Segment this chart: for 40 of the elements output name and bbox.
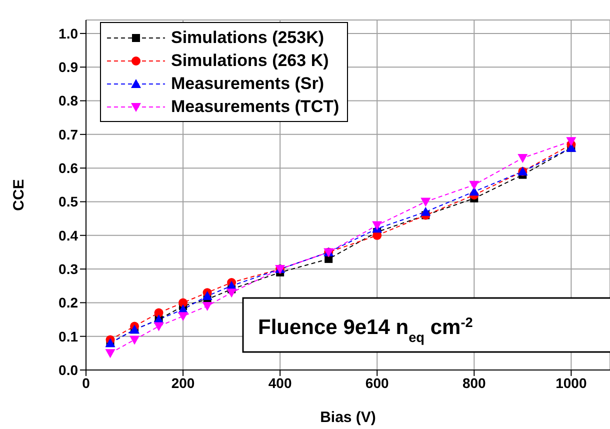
x-axis-title: Bias (V) bbox=[320, 409, 376, 426]
point bbox=[130, 336, 140, 345]
x-tick-label: 0 bbox=[82, 374, 90, 391]
y-tick-label: 0.5 bbox=[58, 194, 78, 210]
point bbox=[202, 290, 212, 300]
y-tick-label: 0.7 bbox=[58, 126, 78, 142]
point bbox=[202, 302, 212, 312]
y-tick-label: 0.0 bbox=[58, 362, 78, 378]
point bbox=[469, 186, 480, 196]
point bbox=[518, 154, 528, 163]
y-tick-label: 0.4 bbox=[58, 227, 78, 244]
point bbox=[154, 308, 164, 318]
point bbox=[420, 206, 431, 216]
legend-label: Measurements (TCT) bbox=[171, 96, 340, 116]
point bbox=[178, 312, 188, 322]
point bbox=[372, 221, 382, 230]
point bbox=[226, 288, 237, 298]
y-axis-title: CCE bbox=[10, 179, 28, 211]
legend-label: Simulations (253K) bbox=[171, 28, 324, 48]
point bbox=[105, 349, 116, 358]
y-tick-label: 0.2 bbox=[58, 294, 78, 311]
annotation: Fluence 9e14 n$_{eq}$ cm$^{-2}$ bbox=[258, 314, 474, 344]
legend-label: Measurements (Sr) bbox=[171, 74, 324, 94]
y-tick-label: 0.1 bbox=[58, 328, 78, 344]
x-tick-label: 400 bbox=[268, 374, 292, 391]
legend-label: Simulations (263 K) bbox=[171, 50, 329, 70]
x-tick-label: 1000 bbox=[556, 374, 587, 391]
x-tick-label: 600 bbox=[365, 374, 390, 391]
y-tick-label: 0.9 bbox=[58, 59, 78, 76]
x-tick-label: 800 bbox=[462, 374, 486, 391]
y-tick-label: 0.8 bbox=[58, 92, 78, 109]
y-tick-label: 1.0 bbox=[58, 25, 78, 42]
x-tick-label: 200 bbox=[171, 374, 195, 391]
point bbox=[469, 180, 480, 190]
point bbox=[420, 198, 431, 207]
point bbox=[178, 298, 188, 308]
point bbox=[566, 137, 576, 146]
y-tick-label: 0.3 bbox=[58, 261, 78, 278]
y-tick-label: 0.6 bbox=[58, 160, 78, 176]
point bbox=[154, 322, 164, 332]
